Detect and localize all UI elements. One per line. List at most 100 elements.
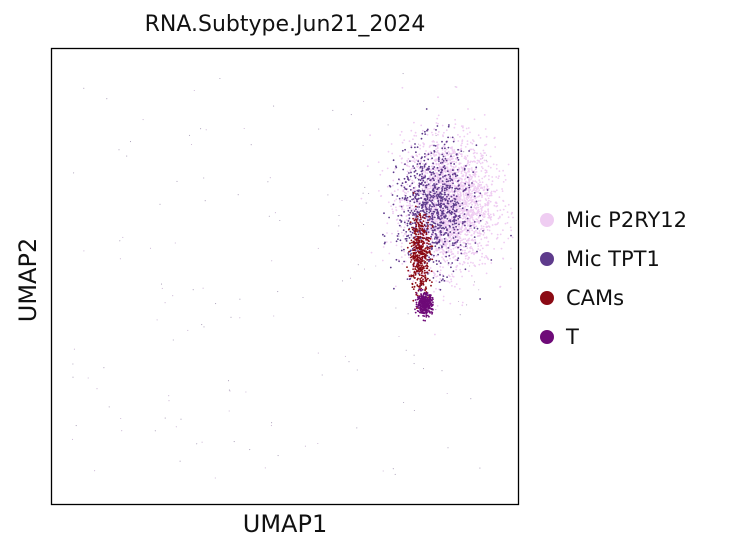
scatter-point: [468, 231, 471, 234]
scatter-point: [414, 308, 416, 311]
scatter-point: [493, 137, 496, 140]
scatter-point: [455, 268, 458, 271]
scatter-point: [400, 245, 403, 248]
scatter-point: [424, 305, 427, 308]
scatter-point: [451, 169, 454, 172]
scatter-point: [431, 134, 434, 136]
scatter-point: [441, 153, 444, 156]
scatter-point: [437, 179, 440, 182]
scatter-point: [427, 225, 429, 227]
scatter-point: [426, 248, 429, 251]
scatter-point: [410, 183, 412, 186]
scatter-point: [441, 193, 443, 196]
scatter-point: [489, 194, 492, 197]
scatter-point: [464, 199, 466, 202]
scatter-point: [502, 229, 504, 232]
scatter-point: [456, 153, 458, 155]
scatter-point: [475, 202, 478, 205]
scatter-point: [466, 143, 469, 146]
scatter-point: [432, 189, 435, 192]
scatter-point: [154, 430, 156, 432]
scatter-point: [443, 238, 446, 240]
scatter-point: [423, 156, 426, 158]
scatter-point: [444, 240, 447, 243]
scatter-point: [403, 211, 405, 213]
scatter-point: [502, 257, 505, 260]
scatter-point: [411, 204, 414, 207]
scatter-point: [471, 195, 473, 197]
scatter-point: [454, 118, 456, 121]
scatter-point: [412, 198, 415, 200]
scatter-point: [463, 261, 466, 264]
scatter-point: [510, 213, 513, 215]
scatter-point: [443, 183, 446, 186]
scatter-point: [444, 232, 447, 234]
scatter-point: [419, 262, 422, 265]
scatter-point: [424, 153, 426, 155]
scatter-point: [415, 254, 418, 257]
legend-label: Mic P2RY12: [566, 207, 687, 232]
scatter-point: [126, 155, 128, 157]
scatter-point: [410, 239, 413, 242]
scatter-point: [446, 195, 448, 198]
scatter-point: [414, 221, 416, 224]
scatter-point: [442, 299, 445, 302]
scatter-point: [94, 470, 96, 472]
scatter-point: [454, 202, 457, 205]
scatter-point: [477, 232, 479, 235]
scatter-point: [423, 291, 426, 294]
scatter-point: [406, 246, 409, 249]
scatter-point: [435, 183, 438, 186]
scatter-point: [473, 195, 476, 198]
scatter-point: [453, 194, 455, 197]
scatter-point: [467, 251, 470, 254]
scatter-point: [473, 155, 476, 158]
scatter-point: [394, 168, 397, 170]
scatter-point: [407, 190, 409, 193]
scatter-point: [482, 149, 485, 152]
scatter-point: [414, 189, 417, 192]
scatter-point: [407, 204, 410, 207]
scatter-point: [450, 234, 453, 237]
scatter-point: [454, 86, 456, 88]
scatter-point: [469, 265, 471, 267]
scatter-point: [421, 132, 424, 135]
scatter-point: [168, 400, 170, 402]
scatter-point: [428, 205, 431, 208]
scatter-point: [427, 231, 430, 234]
scatter-point: [456, 209, 458, 211]
scatter-point: [493, 204, 496, 207]
scatter-point: [488, 216, 491, 219]
legend-marker: [540, 290, 554, 305]
scatter-point: [338, 225, 340, 227]
scatter-point: [479, 249, 482, 252]
scatter-point: [421, 156, 423, 159]
scatter-point: [429, 168, 432, 171]
scatter-point: [479, 158, 482, 161]
scatter-point: [447, 262, 450, 264]
scatter-point: [446, 259, 449, 262]
scatter-point: [463, 166, 465, 169]
scatter-point: [249, 449, 251, 451]
scatter-point: [431, 131, 433, 134]
scatter-point: [422, 242, 425, 245]
scatter-point: [417, 160, 420, 163]
scatter-point: [426, 251, 429, 254]
scatter-point: [451, 242, 454, 245]
scatter-point: [402, 185, 404, 187]
scatter-point: [461, 202, 464, 205]
scatter-point: [435, 135, 437, 137]
scatter-point: [424, 288, 427, 291]
scatter-point: [437, 114, 440, 117]
legend-marker: [540, 251, 554, 266]
scatter-point: [426, 180, 429, 183]
scatter-point: [459, 197, 462, 200]
scatter-point: [449, 177, 451, 180]
scatter-point: [464, 146, 467, 148]
scatter-point: [397, 238, 399, 241]
scatter-point: [239, 298, 241, 300]
scatter-point: [386, 185, 389, 188]
scatter-point: [426, 168, 428, 171]
scatter-point: [465, 158, 467, 161]
scatter-point: [487, 197, 490, 200]
